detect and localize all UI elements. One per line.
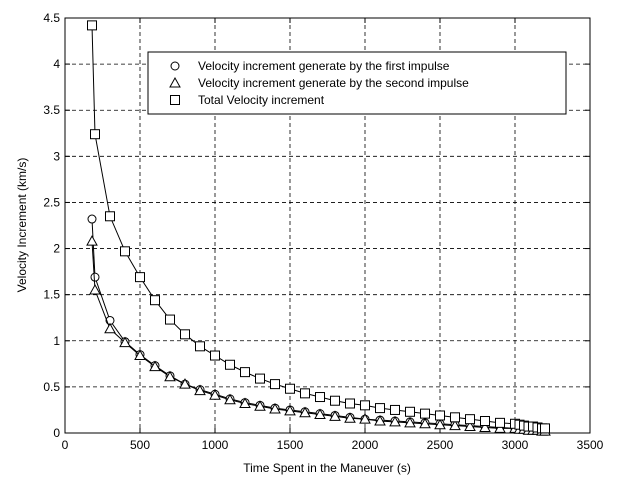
data-point-square bbox=[375, 403, 385, 414]
data-point-triangle bbox=[269, 402, 281, 414]
data-point-square bbox=[390, 404, 400, 415]
data-point-triangle bbox=[494, 422, 506, 433]
data-point-triangle bbox=[134, 349, 146, 361]
series-square bbox=[87, 20, 550, 434]
data-point-circle bbox=[87, 214, 97, 224]
data-point-square bbox=[225, 359, 235, 370]
legend-label: Velocity increment generate by the first… bbox=[198, 59, 450, 73]
series-line-triangle bbox=[91, 241, 545, 432]
data-point-square bbox=[285, 383, 295, 394]
data-point-triangle bbox=[434, 418, 446, 430]
data-point-square bbox=[195, 341, 205, 352]
legend-label: Velocity increment generate by the secon… bbox=[198, 76, 469, 90]
y-tick-label: 2.5 bbox=[43, 195, 60, 209]
data-point-triangle bbox=[239, 397, 251, 408]
x-tick-label: 3000 bbox=[502, 438, 529, 452]
y-tick-label: 3 bbox=[53, 149, 60, 163]
series-group bbox=[86, 20, 551, 436]
x-tick-label: 500 bbox=[130, 438, 150, 452]
data-point-triangle bbox=[194, 384, 206, 396]
legend: Velocity increment generate by the first… bbox=[147, 51, 567, 115]
legend-marker-square bbox=[170, 95, 180, 105]
data-point-square bbox=[150, 295, 160, 306]
data-point-triangle bbox=[464, 420, 476, 432]
data-point-triangle bbox=[374, 414, 386, 426]
data-point-triangle bbox=[419, 417, 431, 429]
data-point-square bbox=[90, 129, 100, 140]
y-tick-label: 1 bbox=[53, 334, 60, 348]
data-point-square bbox=[210, 350, 220, 361]
data-point-square bbox=[87, 20, 97, 31]
data-point-triangle bbox=[164, 370, 176, 382]
data-point-square bbox=[480, 416, 490, 427]
y-axis-label: Velocity Increment (km/s) bbox=[15, 158, 29, 293]
data-point-triangle bbox=[389, 415, 401, 427]
data-point-square bbox=[270, 379, 280, 390]
x-tick-label: 1000 bbox=[202, 438, 229, 452]
data-point-square bbox=[465, 414, 475, 425]
data-point-square bbox=[420, 408, 430, 419]
data-point-triangle bbox=[329, 410, 341, 421]
data-point-circle bbox=[90, 272, 100, 282]
axis-ticks: 0 500 1000 1500 2000 2500 3000 3500 0 0.5 1 1.5 2 2.5… bbox=[43, 11, 603, 452]
plot-area-frame bbox=[64, 17, 591, 434]
data-point-square bbox=[240, 367, 250, 378]
data-point-square bbox=[300, 388, 310, 399]
data-point-triangle bbox=[479, 421, 491, 432]
data-point-triangle bbox=[284, 404, 296, 416]
series-triangle bbox=[86, 235, 551, 436]
x-tick-label: 2500 bbox=[427, 438, 454, 452]
y-tick-label: 4 bbox=[53, 57, 60, 71]
data-point-triangle bbox=[224, 393, 236, 405]
data-point-triangle bbox=[359, 413, 371, 424]
legend-box bbox=[147, 51, 567, 115]
x-tick-label: 0 bbox=[62, 438, 69, 452]
y-tick-label: 0 bbox=[53, 426, 60, 440]
data-point-triangle bbox=[404, 416, 416, 428]
data-point-square bbox=[315, 392, 325, 403]
data-point-square bbox=[255, 373, 265, 384]
y-tick-label: 2 bbox=[53, 242, 60, 256]
data-point-square bbox=[180, 329, 190, 340]
data-point-triangle bbox=[149, 360, 161, 372]
y-tick-label: 0.5 bbox=[43, 380, 60, 394]
data-point-triangle bbox=[89, 284, 101, 295]
legend-marker-circle bbox=[170, 61, 180, 71]
data-point-triangle bbox=[314, 408, 326, 420]
data-point-triangle bbox=[179, 378, 191, 389]
data-point-square bbox=[105, 211, 115, 222]
x-tick-label: 3500 bbox=[577, 438, 604, 452]
legend-marker-triangle bbox=[169, 76, 181, 88]
data-point-square bbox=[165, 314, 175, 325]
data-point-square bbox=[405, 406, 415, 417]
data-point-square bbox=[330, 395, 340, 406]
data-point-square bbox=[540, 423, 550, 434]
data-point-square bbox=[435, 410, 445, 421]
x-tick-label: 2000 bbox=[352, 438, 379, 452]
data-point-triangle bbox=[209, 389, 221, 400]
y-tick-label: 4.5 bbox=[43, 11, 60, 25]
data-point-square bbox=[450, 412, 460, 423]
data-point-triangle bbox=[449, 419, 461, 431]
data-point-triangle bbox=[299, 406, 311, 418]
data-point-triangle bbox=[254, 400, 266, 411]
data-point-triangle bbox=[344, 412, 356, 423]
data-point-triangle bbox=[119, 336, 131, 348]
data-point-triangle bbox=[104, 322, 116, 334]
legend-label: Total Velocity increment bbox=[198, 93, 325, 107]
data-point-square bbox=[120, 246, 130, 257]
data-point-square bbox=[495, 417, 505, 428]
y-tick-label: 1.5 bbox=[43, 288, 60, 302]
data-point-square bbox=[360, 400, 370, 411]
x-axis-label: Time Spent in the Maneuver (s) bbox=[243, 461, 411, 475]
y-tick-label: 3.5 bbox=[43, 103, 60, 117]
data-point-triangle bbox=[86, 235, 98, 246]
data-point-square bbox=[345, 398, 355, 409]
data-point-square bbox=[135, 272, 145, 283]
x-tick-label: 1500 bbox=[277, 438, 304, 452]
